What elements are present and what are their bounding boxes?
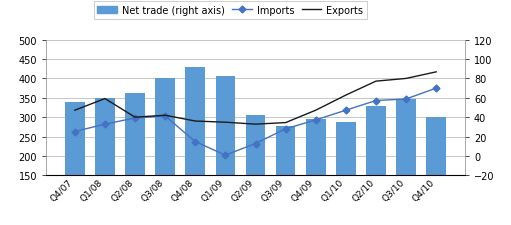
Bar: [336, 122, 356, 225]
Legend: Net trade (right axis), Imports, Exports: Net trade (right axis), Imports, Exports: [94, 2, 367, 20]
Bar: [306, 119, 326, 225]
Bar: [246, 116, 265, 225]
Bar: [155, 79, 175, 225]
Bar: [216, 76, 235, 225]
Bar: [276, 126, 295, 225]
Bar: [125, 93, 145, 225]
Bar: [366, 107, 386, 225]
Bar: [185, 68, 205, 225]
Bar: [95, 98, 115, 225]
Bar: [426, 118, 446, 225]
Bar: [65, 103, 85, 225]
Bar: [396, 99, 416, 225]
